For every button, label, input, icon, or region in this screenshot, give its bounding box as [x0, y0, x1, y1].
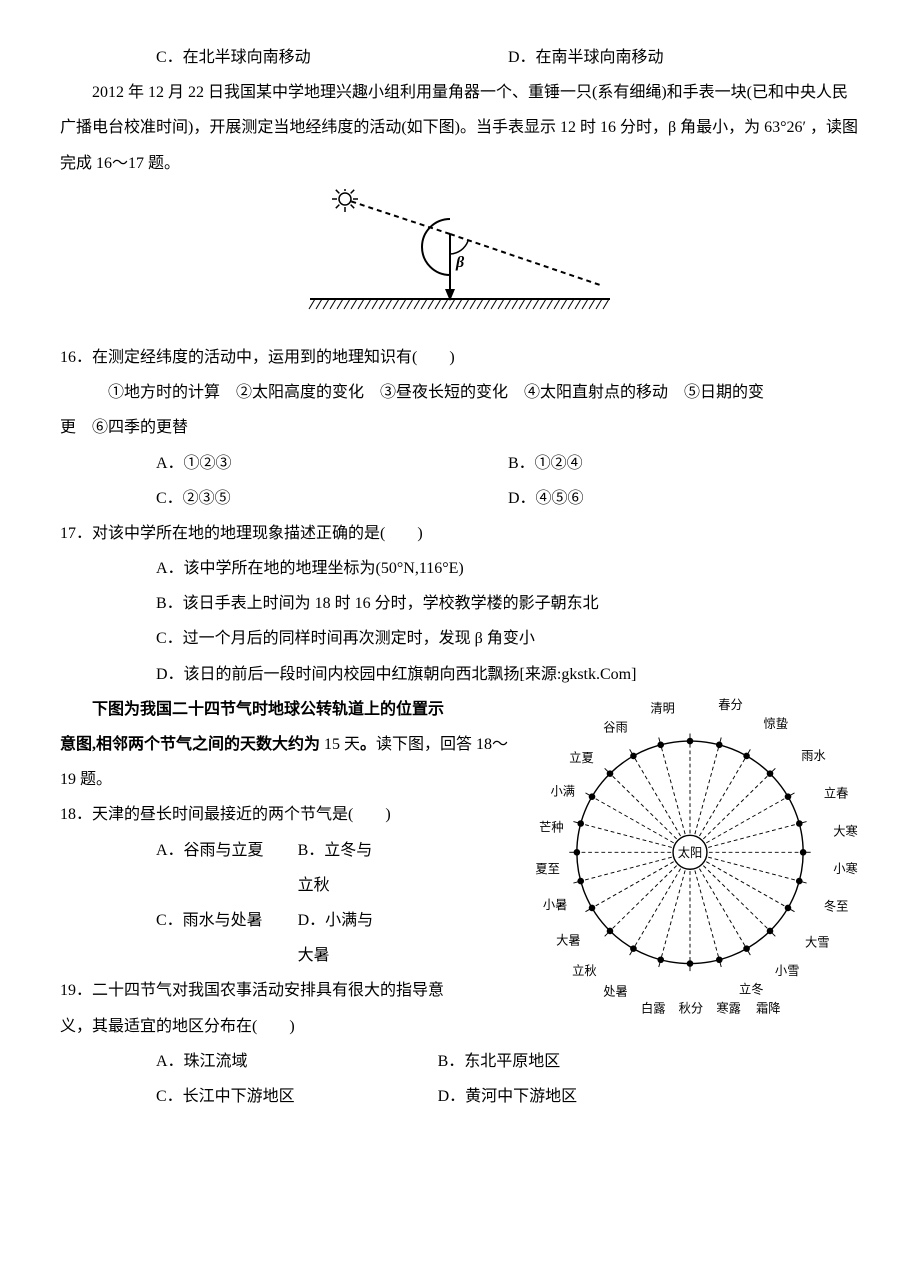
q17-option-c: C．过一个月后的同样时间再次测定时，发现 β 角变小 — [60, 621, 860, 656]
passage-1: 2012 年 12 月 22 日我国某中学地理兴趣小组利用量角器一个、重锤一只(… — [60, 75, 860, 181]
q16-option-b: B．①②④ — [508, 446, 860, 481]
q19-option-b: B．东北平原地区 — [438, 1044, 614, 1079]
svg-text:惊蛰: 惊蛰 — [764, 716, 789, 731]
q19-option-d: D．黄河中下游地区 — [438, 1079, 614, 1114]
q16-option-d: D．④⑤⑥ — [508, 481, 860, 516]
q18-options-row1: A．谷雨与立夏 B．立冬与立秋 — [60, 833, 510, 903]
q16-options-row2: C．②③⑤ D．④⑤⑥ — [60, 481, 860, 516]
q18-option-d: D．小满与大暑 — [298, 903, 387, 973]
solar-terms-diagram: 太阳 春分惊蛰雨水立春大寒小寒冬至大雪小雪立冬霜降 寒露秋分白露处暑立秋 大暑 小暑 夏至… — [520, 692, 860, 1035]
svg-text:秋分: 秋分 — [679, 1001, 704, 1015]
svg-text:白露: 白露 — [641, 1000, 666, 1015]
q18-option-b: B．立冬与立秋 — [298, 833, 387, 903]
svg-text:太阳: 太阳 — [678, 845, 703, 860]
svg-text:小满: 小满 — [550, 785, 575, 799]
svg-text:寒露: 寒露 — [716, 1000, 741, 1015]
q16-items-line2: 更 ⑥四季的更替 — [60, 410, 860, 445]
svg-text:立秋: 立秋 — [572, 963, 597, 978]
passage-2-bold2: 意图,相邻两个节气之间的天数大约为 — [60, 736, 320, 753]
q19-option-c: C．长江中下游地区 — [156, 1079, 438, 1114]
passage-2-plain2: 15 天 — [320, 736, 360, 753]
svg-text:大雪: 大雪 — [805, 935, 830, 949]
svg-text:春分: 春分 — [718, 698, 743, 712]
option-d: D．在南半球向南移动 — [508, 40, 860, 75]
q17-option-d: D．该日的前后一段时间内校园中红旗朝向西北飘扬[来源:gkstk.Com] — [60, 657, 860, 692]
svg-text:立夏: 立夏 — [569, 750, 594, 765]
passage-2-bold2b: 。 — [360, 736, 376, 753]
q17-option-b: B．该日手表上时间为 18 时 16 分时，学校教学楼的影子朝东北 — [60, 586, 860, 621]
svg-text:谷雨: 谷雨 — [603, 720, 628, 734]
prev-question-options: C．在北半球向南移动 D．在南半球向南移动 — [60, 40, 860, 75]
svg-text:夏至: 夏至 — [535, 862, 560, 876]
svg-text:大暑: 大暑 — [556, 933, 581, 947]
svg-text:β: β — [455, 254, 465, 271]
svg-text:芒种: 芒种 — [539, 819, 564, 834]
svg-text:小寒: 小寒 — [833, 861, 858, 876]
svg-text:处暑: 处暑 — [603, 984, 628, 998]
svg-text:雨水: 雨水 — [801, 749, 826, 763]
q16-items-line1: ①地方时的计算 ②太阳高度的变化 ③昼夜长短的变化 ④太阳直射点的移动 ⑤日期的… — [60, 375, 860, 410]
q16-option-c: C．②③⑤ — [156, 481, 508, 516]
q19-options-row2: C．长江中下游地区 D．黄河中下游地区 — [60, 1079, 860, 1114]
q16-options-row1: A．①②③ B．①②④ — [60, 446, 860, 481]
svg-text:冬至: 冬至 — [824, 899, 849, 914]
q16-option-a: A．①②③ — [156, 446, 508, 481]
q18-option-a: A．谷雨与立夏 — [156, 833, 298, 903]
q17-option-a: A．该中学所在地的地理坐标为(50°N,116°E) — [60, 551, 860, 586]
svg-text:立春: 立春 — [824, 785, 849, 800]
svg-text:小雪: 小雪 — [775, 964, 799, 978]
q19-option-a: A．珠江流域 — [156, 1044, 438, 1079]
svg-text:大寒: 大寒 — [833, 823, 858, 838]
passage-2-bold1: 下图为我国二十四节气时地球公转轨道上的位置示 — [92, 701, 444, 718]
svg-text:霜降: 霜降 — [756, 1001, 781, 1015]
option-c: C．在北半球向南移动 — [156, 40, 508, 75]
q18-options-row2: C．雨水与处暑 D．小满与大暑 — [60, 903, 510, 973]
q16-stem: 16．在测定经纬度的活动中，运用到的地理知识有( ) — [60, 340, 860, 375]
q18-option-c: C．雨水与处暑 — [156, 903, 298, 973]
q19-options-row1: A．珠江流域 B．东北平原地区 — [60, 1044, 860, 1079]
svg-text:立冬: 立冬 — [739, 982, 764, 997]
svg-text:小暑: 小暑 — [543, 898, 568, 912]
angle-diagram: β — [60, 189, 860, 332]
svg-text:清明: 清明 — [650, 702, 674, 716]
q17-stem: 17．对该中学所在地的地理现象描述正确的是( ) — [60, 516, 860, 551]
